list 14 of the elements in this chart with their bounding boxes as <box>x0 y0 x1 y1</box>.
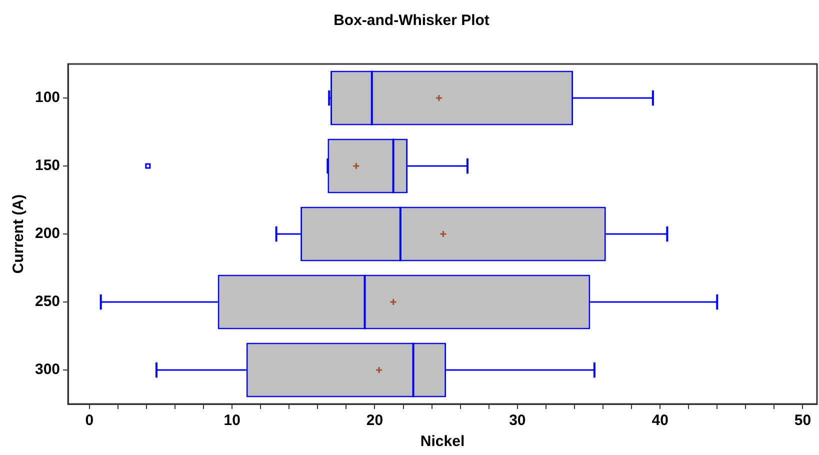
y-tick-label: 300 <box>34 361 60 378</box>
x-axis-title: Nickel <box>420 433 465 450</box>
x-tick-label: 10 <box>224 412 240 430</box>
y-tick-label: 150 <box>34 157 60 174</box>
x-tick-label: 30 <box>509 412 526 430</box>
x-tick-label: 50 <box>794 412 812 430</box>
x-tick-label: 40 <box>652 412 668 430</box>
y-tick-label: 200 <box>34 225 60 242</box>
y-tick-label: 100 <box>34 89 60 106</box>
y-tick-label: 250 <box>34 293 60 310</box>
x-tick-label: 20 <box>366 412 384 430</box>
x-tick-label: 0 <box>85 412 94 430</box>
y-axis-title: Current (A) <box>10 194 28 274</box>
chart-title: Box-and-Whisker Plot <box>334 12 490 30</box>
